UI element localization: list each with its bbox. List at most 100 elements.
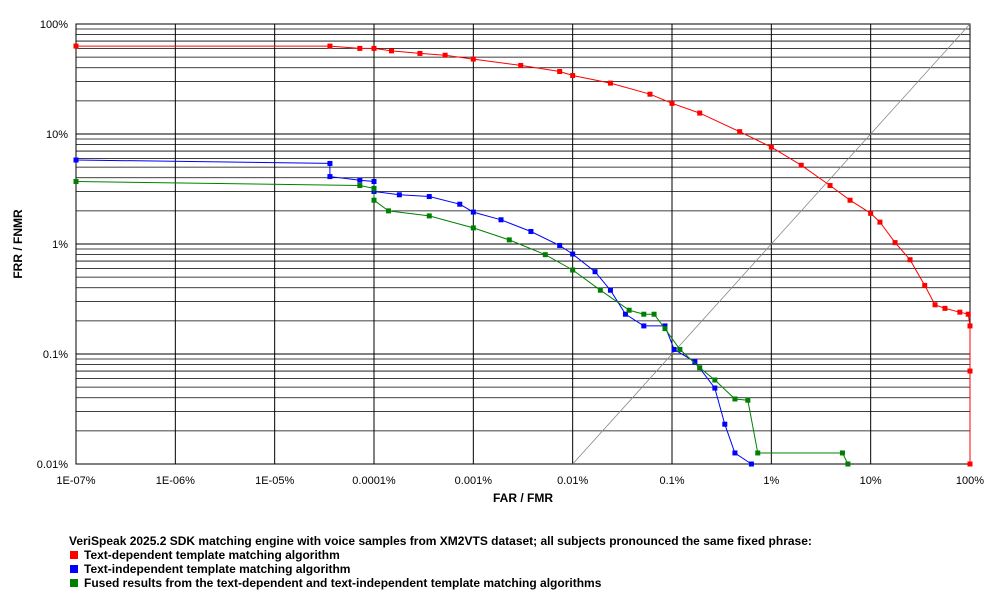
- x-tick-label: 0.0001%: [352, 475, 396, 487]
- data-point: [607, 80, 613, 86]
- data-point: [327, 174, 333, 180]
- data-point: [722, 421, 728, 427]
- data-point: [498, 217, 504, 223]
- data-point: [371, 45, 377, 51]
- data-point: [570, 267, 576, 273]
- data-point: [967, 368, 973, 374]
- x-tick-label: 1E-06%: [156, 475, 195, 487]
- legend-label: Fused results from the text-dependent an…: [84, 576, 602, 590]
- data-point: [442, 52, 448, 58]
- x-tick-label: 100%: [956, 475, 984, 487]
- data-point: [748, 461, 754, 467]
- data-point: [647, 91, 653, 97]
- x-axis-label: FAR / FMR: [493, 491, 553, 505]
- x-tick-label: 1E-05%: [255, 475, 294, 487]
- data-point: [371, 197, 377, 203]
- data-point: [877, 219, 883, 225]
- data-point: [357, 177, 363, 183]
- data-point: [957, 309, 963, 315]
- data-point: [570, 73, 576, 79]
- data-point: [557, 242, 563, 248]
- data-point: [732, 396, 738, 402]
- data-point: [73, 157, 79, 163]
- y-axis-label: FRR / FNMR: [11, 209, 25, 279]
- y-tick-label: 1%: [52, 239, 68, 251]
- data-point: [712, 377, 718, 383]
- data-point: [371, 178, 377, 184]
- data-point: [847, 197, 853, 203]
- data-point: [557, 68, 563, 74]
- data-point: [641, 311, 647, 317]
- data-point: [965, 311, 971, 317]
- data-point: [371, 185, 377, 191]
- data-point: [942, 305, 948, 311]
- legend-swatch: [70, 565, 78, 573]
- data-point: [470, 209, 476, 215]
- x-tick-label: 0.001%: [455, 475, 493, 487]
- data-point: [426, 194, 432, 200]
- data-point: [768, 144, 774, 150]
- data-point: [907, 257, 913, 263]
- data-point: [626, 307, 632, 313]
- x-tick-label: 0.01%: [557, 475, 588, 487]
- data-point: [755, 450, 761, 456]
- legend-swatch: [70, 551, 78, 559]
- data-point: [542, 252, 548, 258]
- data-point: [967, 461, 973, 467]
- data-point: [396, 192, 402, 198]
- legend-label: Text-independent template matching algor…: [84, 562, 350, 576]
- data-point: [357, 45, 363, 51]
- data-point: [518, 62, 524, 68]
- y-tick-label: 0.01%: [37, 459, 68, 471]
- data-point: [597, 287, 603, 293]
- data-point: [697, 110, 703, 116]
- data-point: [417, 50, 423, 56]
- x-tick-label: 1%: [763, 475, 779, 487]
- legend-title: VeriSpeak 2025.2 SDK matching engine wit…: [69, 534, 812, 548]
- data-point: [386, 208, 392, 214]
- legend-swatch: [70, 579, 78, 587]
- data-point: [839, 450, 845, 456]
- y-tick-label: 100%: [40, 19, 68, 31]
- x-tick-label: 0.1%: [659, 475, 684, 487]
- data-point: [692, 359, 698, 365]
- data-point: [506, 237, 512, 243]
- y-tick-label: 10%: [46, 129, 68, 141]
- diagonal-line: [572, 23, 971, 465]
- data-point: [457, 201, 463, 207]
- data-point: [798, 162, 804, 168]
- data-point: [892, 240, 898, 246]
- data-point: [327, 160, 333, 166]
- data-point: [845, 461, 851, 467]
- data-point: [73, 178, 79, 184]
- data-point: [662, 326, 668, 332]
- data-point: [868, 210, 874, 216]
- data-point: [967, 323, 973, 329]
- x-tick-label: 10%: [860, 475, 882, 487]
- data-point: [697, 365, 703, 371]
- data-point: [669, 100, 675, 106]
- data-point: [922, 282, 928, 288]
- data-point: [388, 48, 394, 54]
- data-point: [426, 213, 432, 219]
- data-point: [745, 397, 751, 403]
- data-point: [671, 346, 677, 352]
- data-point: [327, 43, 333, 49]
- data-point: [592, 269, 598, 275]
- data-point: [737, 129, 743, 135]
- data-point: [827, 183, 833, 189]
- legend-label: Text-dependent template matching algorit…: [84, 548, 340, 562]
- data-point: [641, 323, 647, 329]
- data-point: [651, 311, 657, 317]
- data-point: [470, 56, 476, 62]
- data-point: [470, 225, 476, 231]
- data-point: [932, 302, 938, 308]
- data-point: [528, 228, 534, 234]
- data-point: [677, 346, 683, 352]
- data-point: [622, 311, 628, 317]
- data-point: [712, 385, 718, 391]
- data-point: [73, 43, 79, 49]
- data-point: [607, 287, 613, 293]
- data-point: [357, 183, 363, 189]
